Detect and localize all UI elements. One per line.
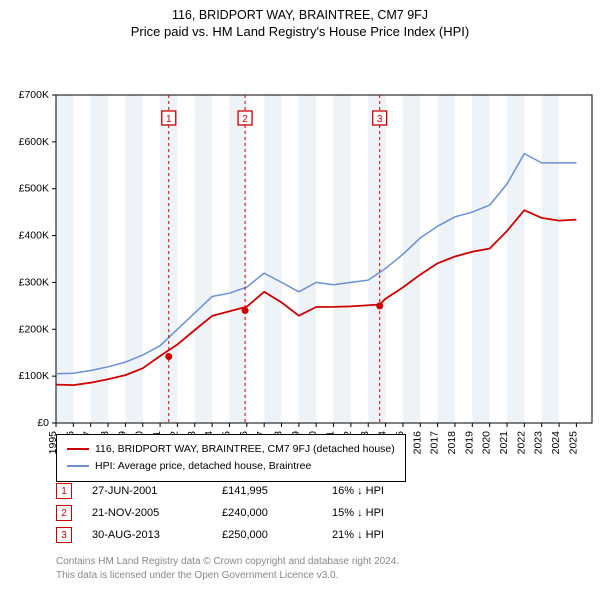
svg-text:1: 1: [166, 114, 172, 125]
svg-text:2016: 2016: [411, 431, 423, 455]
svg-text:2017: 2017: [429, 431, 441, 455]
legend-label-property: 116, BRIDPORT WAY, BRAINTREE, CM7 9FJ (d…: [95, 441, 395, 458]
svg-text:2024: 2024: [550, 431, 562, 455]
svg-text:£0: £0: [37, 417, 49, 429]
transaction-row: 3 30-AUG-2013 £250,000 21% ↓ HPI: [56, 524, 442, 546]
legend-swatch-hpi: [67, 465, 89, 467]
svg-text:2023: 2023: [533, 431, 545, 455]
svg-text:2022: 2022: [515, 431, 527, 455]
transaction-row: 2 21-NOV-2005 £240,000 15% ↓ HPI: [56, 502, 442, 524]
chart-subtitle: Price paid vs. HM Land Registry's House …: [0, 24, 600, 45]
transaction-date: 21-NOV-2005: [92, 507, 222, 519]
svg-text:£700K: £700K: [19, 89, 49, 101]
transaction-pct: 15% ↓ HPI: [332, 507, 442, 519]
transaction-price: £250,000: [222, 529, 332, 541]
transaction-pct: 16% ↓ HPI: [332, 485, 442, 497]
transactions-table: 1 27-JUN-2001 £141,995 16% ↓ HPI 2 21-NO…: [56, 480, 442, 546]
transaction-date: 30-AUG-2013: [92, 529, 222, 541]
transaction-date: 27-JUN-2001: [92, 485, 222, 497]
svg-text:£600K: £600K: [19, 136, 49, 148]
price-chart: £0£100K£200K£300K£400K£500K£600K£700K199…: [0, 45, 600, 475]
transaction-row: 1 27-JUN-2001 £141,995 16% ↓ HPI: [56, 480, 442, 502]
svg-text:2020: 2020: [481, 431, 493, 455]
svg-text:2: 2: [242, 114, 248, 125]
transaction-marker-2: 2: [56, 505, 72, 521]
transaction-pct: 21% ↓ HPI: [332, 529, 442, 541]
legend-label-hpi: HPI: Average price, detached house, Brai…: [95, 458, 311, 475]
svg-text:£300K: £300K: [19, 276, 49, 288]
svg-text:£400K: £400K: [19, 230, 49, 242]
footnote-line-1: Contains HM Land Registry data © Crown c…: [56, 556, 399, 567]
svg-text:2018: 2018: [446, 431, 458, 455]
transaction-price: £141,995: [222, 485, 332, 497]
svg-text:£200K: £200K: [19, 323, 49, 335]
svg-text:2019: 2019: [463, 431, 475, 455]
chart-title: 116, BRIDPORT WAY, BRAINTREE, CM7 9FJ: [0, 0, 600, 24]
transaction-marker-3: 3: [56, 527, 72, 543]
svg-text:2025: 2025: [567, 431, 579, 455]
svg-text:£100K: £100K: [19, 370, 49, 382]
legend: 116, BRIDPORT WAY, BRAINTREE, CM7 9FJ (d…: [56, 434, 406, 482]
transaction-marker-1: 1: [56, 483, 72, 499]
svg-text:2021: 2021: [498, 431, 510, 455]
svg-text:3: 3: [377, 114, 383, 125]
transaction-price: £240,000: [222, 507, 332, 519]
legend-swatch-property: [67, 448, 89, 450]
svg-text:£500K: £500K: [19, 183, 49, 195]
footnote-line-2: This data is licensed under the Open Gov…: [56, 570, 338, 581]
